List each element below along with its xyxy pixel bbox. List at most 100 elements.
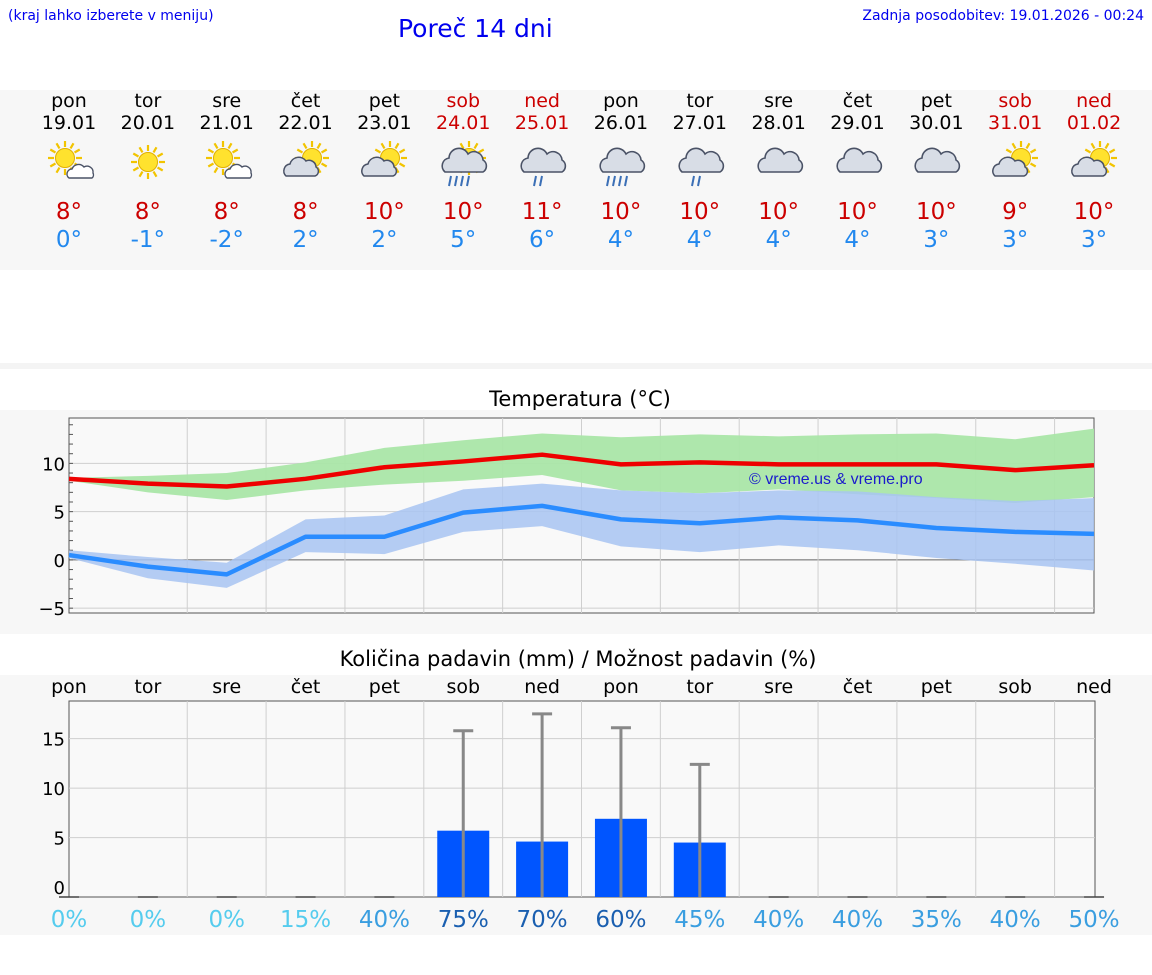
precipitation-probability: 0% (208, 907, 245, 933)
day-name: čet (290, 90, 321, 112)
day-column: pon 19.01 8° 0° (30, 90, 109, 254)
temperature-tick-label: 0 (54, 551, 65, 572)
day-date: 23.01 (357, 112, 412, 134)
day-min-temp: 0° (55, 227, 83, 253)
day-max-temp: 10° (600, 199, 642, 225)
precipitation-tick-label: 5 (54, 829, 65, 850)
min-temperature-line (68, 503, 1095, 577)
precipitation-tick-label: 15 (42, 730, 65, 751)
precipitation-day-label: pet (369, 676, 400, 698)
precipitation-probability: 35% (911, 907, 962, 933)
day-column: tor 27.01 10° 4° (660, 90, 739, 254)
day-max-temp: 8° (134, 199, 161, 225)
min-temperature-range (69, 483, 1094, 588)
day-max-temp: 9° (1002, 199, 1029, 225)
day-date: 25.01 (514, 112, 570, 134)
day-min-temp: 2° (371, 227, 398, 253)
precipitation-probability: 0% (51, 907, 88, 933)
temperature-tick-label: 5 (54, 503, 65, 524)
precipitation-day-label: čet (843, 676, 873, 698)
precipitation-probability: 40% (832, 907, 883, 933)
day-column: pon 26.01 10° 4° (581, 90, 660, 254)
precipitation-day-label: sre (212, 676, 241, 698)
day-column: ned 01.02 10° 3° (1055, 90, 1134, 254)
day-date: 19.01 (41, 112, 97, 134)
location-hint: (kraj lahko izberete v meniju) (8, 8, 214, 24)
precipitation-probability: 0% (130, 907, 167, 933)
day-name: sob (998, 90, 1032, 112)
day-min-temp: 2° (292, 227, 319, 253)
day-column: sre 28.01 10° 4° (739, 90, 818, 254)
watermark: © vreme.us & vreme.pro (749, 471, 923, 488)
cloud-icon (757, 147, 803, 173)
precipitation-day-label: ned (1076, 676, 1112, 698)
day-min-temp: 5° (450, 227, 477, 253)
day-name: sob (446, 90, 481, 112)
precipitation-day-label: sre (764, 676, 793, 698)
day-name: pon (51, 90, 87, 112)
day-min-temp: 4° (765, 227, 792, 253)
day-max-temp: 10° (442, 199, 484, 225)
day-min-temp: 3° (1080, 227, 1108, 253)
cloud-sun-icon (361, 141, 408, 177)
day-date: 29.01 (830, 112, 885, 134)
cloud-icon (835, 147, 882, 173)
day-name: ned (524, 90, 560, 112)
max-temperature-range (69, 428, 1094, 503)
precipitation-probability: 50% (1068, 907, 1119, 933)
day-date: 28.01 (751, 112, 806, 134)
precipitation-day-label: čet (291, 676, 321, 698)
day-date: 21.01 (199, 112, 254, 134)
precipitation-day-label: tor (686, 676, 713, 698)
day-min-temp: -1° (130, 227, 166, 253)
day-column: čet 29.01 10° 4° (818, 90, 897, 254)
cloud-rain-heavy-icon (599, 147, 646, 187)
daily-forecast-strip: pon 19.01 8° 0° tor 20.01 8° -1° sre 21.01 8° -2° če… (0, 90, 1152, 270)
precipitation-probability: 40% (753, 907, 804, 933)
day-max-temp: 10° (837, 199, 878, 225)
day-name: tor (134, 90, 162, 112)
precipitation-probability: 40% (359, 907, 410, 933)
precipitation-chart-title: Količina padavin (mm) / Možnost padavin … (339, 647, 817, 671)
temperature-chart-title: Temperatura (°C) (489, 387, 671, 411)
day-min-temp: 3° (1002, 227, 1029, 253)
day-name: čet (842, 90, 873, 112)
precipitation-day-label: sob (998, 676, 1032, 698)
day-max-temp: 10° (1073, 199, 1115, 225)
day-date: 24.01 (436, 112, 491, 134)
day-column: ned 25.01 11° 6° (503, 90, 582, 254)
precipitation-tick-label: 0 (54, 878, 65, 899)
day-name: pet (920, 90, 952, 112)
precipitation-probability: 70% (517, 907, 568, 933)
day-max-temp: 11° (521, 199, 563, 225)
day-column: sob 24.01 10° 5° (424, 90, 503, 254)
precipitation-probability: 60% (595, 907, 646, 933)
precipitation-probability: 45% (674, 907, 725, 933)
temperature-tick-label: 10 (42, 454, 65, 475)
cloud-sun-icon (282, 141, 329, 177)
day-max-temp: 8° (292, 199, 319, 225)
day-column: sre 21.01 8° -2° (187, 90, 266, 254)
day-max-temp: 10° (679, 199, 721, 225)
max-temperature-line (68, 452, 1095, 489)
day-column: čet 22.01 8° 2° (266, 90, 345, 254)
precipitation-day-label: pet (921, 676, 952, 698)
precipitation-day-label: ned (524, 676, 560, 698)
day-min-temp: 3° (923, 227, 950, 253)
day-name: pon (603, 90, 639, 112)
precipitation-day-label: pon (603, 676, 639, 698)
day-date: 31.01 (987, 112, 1043, 134)
cloud-icon (914, 147, 961, 173)
day-date: 26.01 (593, 112, 649, 134)
day-date: 22.01 (278, 112, 333, 134)
precipitation-tick-label: 10 (42, 779, 65, 800)
day-name: pet (368, 90, 400, 112)
day-max-temp: 10° (758, 199, 800, 225)
last-updated: Zadnja posodobitev: 19.01.2026 - 00:24 (862, 8, 1144, 24)
day-date: 20.01 (120, 112, 176, 134)
section-divider (0, 363, 1152, 369)
day-min-temp: 4° (607, 227, 634, 253)
day-column: pet 23.01 10° 2° (345, 90, 424, 254)
day-name: tor (686, 90, 714, 112)
